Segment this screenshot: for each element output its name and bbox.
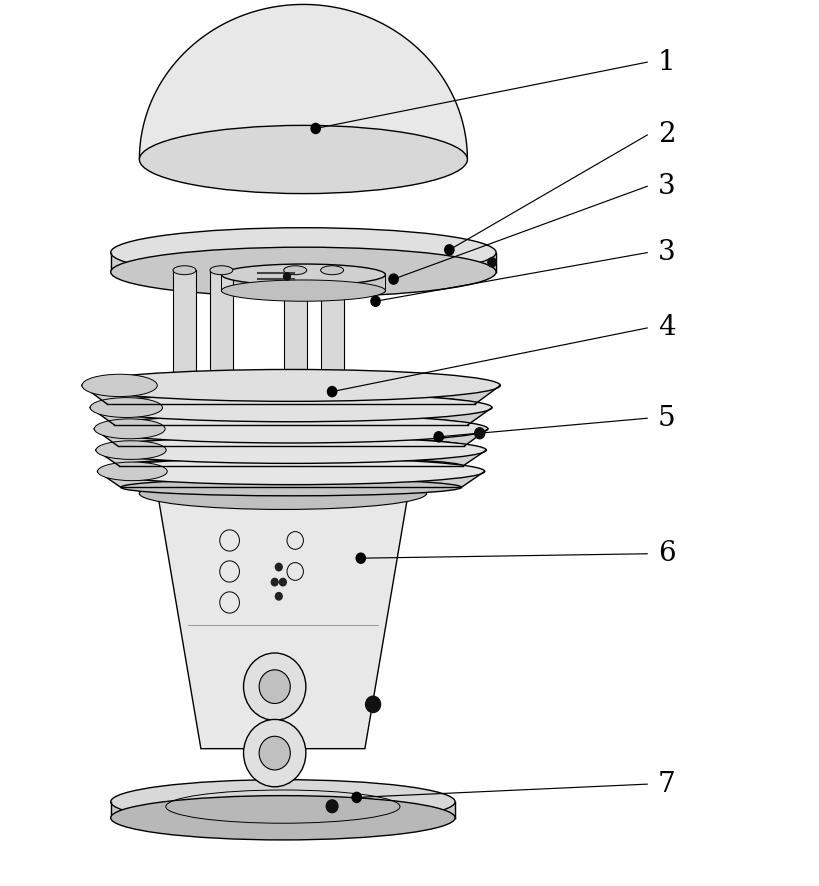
Circle shape xyxy=(274,563,283,571)
Circle shape xyxy=(310,123,321,135)
Polygon shape xyxy=(96,450,486,466)
Ellipse shape xyxy=(111,228,495,277)
Text: 5: 5 xyxy=(657,405,674,431)
Circle shape xyxy=(444,244,454,256)
Ellipse shape xyxy=(114,416,468,434)
Ellipse shape xyxy=(97,462,167,480)
Ellipse shape xyxy=(210,266,233,275)
Ellipse shape xyxy=(120,478,461,496)
Ellipse shape xyxy=(283,266,306,275)
Circle shape xyxy=(473,427,485,439)
Ellipse shape xyxy=(90,398,162,417)
Circle shape xyxy=(259,670,290,703)
Circle shape xyxy=(243,719,305,787)
Ellipse shape xyxy=(111,796,455,840)
Circle shape xyxy=(219,561,239,582)
Text: 4: 4 xyxy=(657,315,674,341)
Bar xyxy=(320,270,343,377)
Ellipse shape xyxy=(96,441,166,460)
Polygon shape xyxy=(156,483,410,749)
Text: 3: 3 xyxy=(657,173,674,199)
Circle shape xyxy=(283,272,291,281)
Ellipse shape xyxy=(97,458,484,485)
Ellipse shape xyxy=(94,419,165,439)
Ellipse shape xyxy=(139,478,426,509)
Circle shape xyxy=(388,273,398,285)
Text: 2: 2 xyxy=(657,121,674,148)
Text: 3: 3 xyxy=(657,239,674,266)
Circle shape xyxy=(243,653,305,720)
Polygon shape xyxy=(94,429,487,447)
Ellipse shape xyxy=(111,780,455,824)
Circle shape xyxy=(325,799,338,813)
Ellipse shape xyxy=(82,369,500,401)
Bar xyxy=(283,270,306,377)
Text: 6: 6 xyxy=(657,540,674,567)
Polygon shape xyxy=(90,408,491,424)
Ellipse shape xyxy=(82,374,157,397)
Circle shape xyxy=(326,386,337,397)
Polygon shape xyxy=(139,474,426,494)
Polygon shape xyxy=(111,253,495,272)
Ellipse shape xyxy=(107,394,474,414)
Ellipse shape xyxy=(221,280,385,301)
Ellipse shape xyxy=(90,393,491,422)
Ellipse shape xyxy=(118,437,464,455)
Circle shape xyxy=(287,563,303,580)
Bar xyxy=(210,270,233,377)
Circle shape xyxy=(355,553,365,564)
Circle shape xyxy=(274,592,283,601)
Ellipse shape xyxy=(139,126,467,194)
Text: 1: 1 xyxy=(657,49,675,75)
Ellipse shape xyxy=(94,415,487,443)
Ellipse shape xyxy=(139,458,426,490)
Polygon shape xyxy=(111,802,455,818)
Polygon shape xyxy=(139,4,467,159)
Bar xyxy=(173,270,196,377)
Polygon shape xyxy=(82,385,500,404)
Polygon shape xyxy=(97,471,484,487)
Ellipse shape xyxy=(221,264,385,285)
Ellipse shape xyxy=(96,437,486,463)
Polygon shape xyxy=(221,275,385,291)
Ellipse shape xyxy=(173,266,196,275)
Circle shape xyxy=(370,296,380,307)
Circle shape xyxy=(259,736,290,770)
Ellipse shape xyxy=(320,266,343,275)
Circle shape xyxy=(486,257,496,268)
Ellipse shape xyxy=(156,469,410,497)
Circle shape xyxy=(351,792,361,803)
Circle shape xyxy=(270,578,278,587)
Circle shape xyxy=(287,532,303,549)
Circle shape xyxy=(219,592,239,613)
Circle shape xyxy=(364,696,381,713)
Ellipse shape xyxy=(111,247,495,297)
Text: 7: 7 xyxy=(657,771,675,797)
Ellipse shape xyxy=(120,457,462,475)
Circle shape xyxy=(278,578,287,587)
Circle shape xyxy=(219,530,239,551)
Circle shape xyxy=(433,431,444,443)
